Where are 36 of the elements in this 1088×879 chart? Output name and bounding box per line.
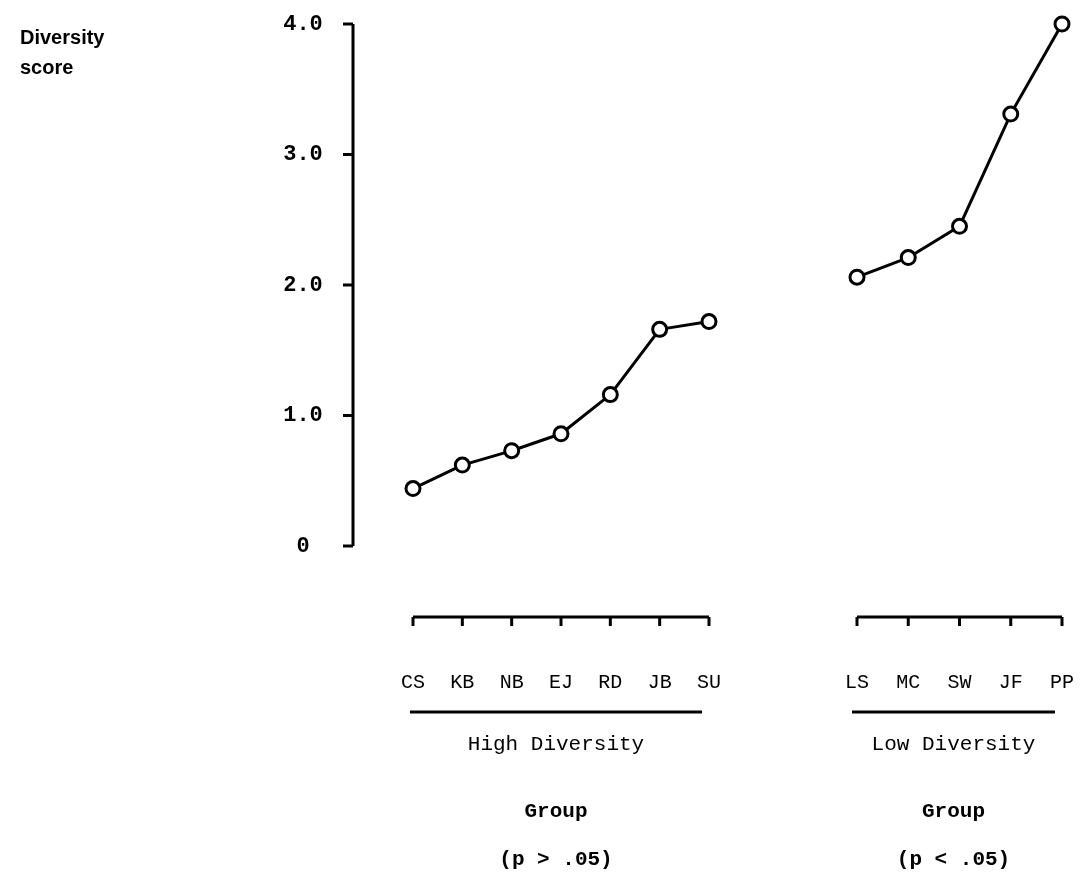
point (848, 268, 866, 286)
point (503, 442, 521, 460)
point (453, 456, 471, 474)
x-axis-title: Low Diversity (871, 733, 1036, 756)
point (951, 217, 968, 235)
text: Group (524, 800, 588, 823)
x-tick-label: RD (598, 671, 623, 694)
y-tick-label: 3.0 (283, 142, 323, 168)
point (601, 386, 619, 404)
y-axis-title: Diversity score (20, 26, 106, 78)
x-tick-label: PP (1049, 671, 1075, 694)
x-tick-label: SU (696, 671, 722, 694)
y-tick-label: 4.0 (283, 11, 323, 37)
y-tick-label: 2.0 (283, 272, 323, 298)
x-tick-label: EJ (548, 671, 574, 694)
y-tick-label: 1.0 (283, 403, 323, 429)
point (1002, 105, 1020, 123)
point (651, 320, 669, 338)
x-tick-label: JB (647, 671, 672, 694)
y-tick-label: 0 (296, 533, 310, 559)
point (899, 249, 917, 267)
point (552, 425, 570, 443)
x-tick-label: JF (998, 671, 1023, 694)
point (404, 480, 422, 498)
x-tick-label: LS (844, 671, 870, 694)
text: Group (921, 800, 986, 823)
x-axis-title: High Diversity (467, 733, 645, 756)
point (700, 313, 718, 331)
x-tick-label: NB (499, 671, 524, 694)
point (1053, 15, 1071, 33)
text: (p < .05) (896, 848, 1011, 871)
x-tick-label: MC (896, 671, 921, 694)
x-tick-label: CS (400, 671, 426, 694)
text: (p > .05) (499, 848, 613, 871)
x-tick-label: SW (947, 671, 972, 694)
x-tick-label: KB (450, 671, 475, 694)
